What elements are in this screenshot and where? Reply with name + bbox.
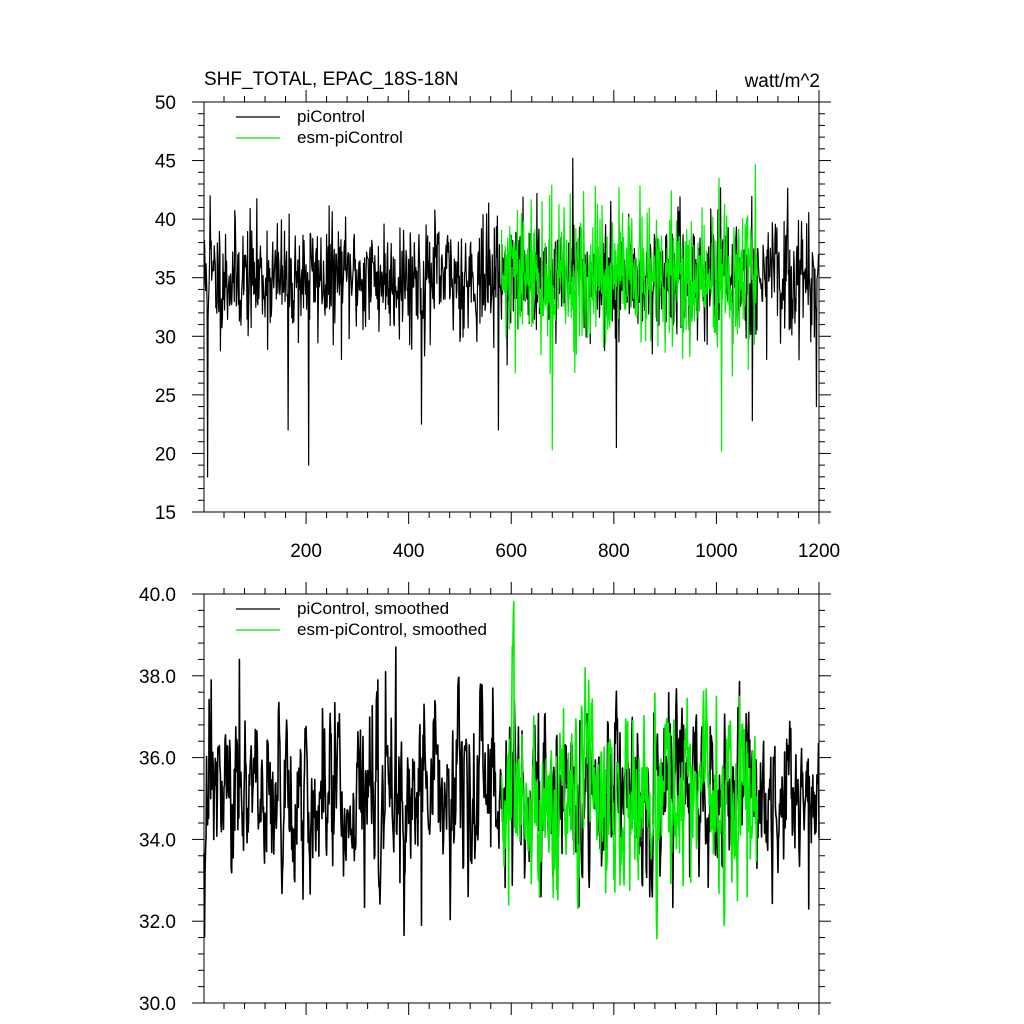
series-line-top-1 <box>500 164 759 452</box>
bottom-panel: 30.0 32.0 34.0 36.0 38.0 40.0 piControl, smoot… <box>139 582 831 1015</box>
y-tick-label: 34.0 <box>139 830 176 851</box>
y-tick-label: 20 <box>155 444 176 465</box>
x-tick-label: 1200 <box>798 541 840 562</box>
legend-entry: piControl <box>297 107 365 126</box>
x-tick-label: 800 <box>598 541 630 562</box>
y-tick-label: 40 <box>155 210 176 231</box>
y-tick-label: 45 <box>155 152 176 173</box>
y-tick-label: 32.0 <box>139 912 176 933</box>
y-tick-label: 35 <box>155 269 176 290</box>
legend-entry: esm-piControl, smoothed <box>297 620 487 639</box>
y-tick-label: 25 <box>155 386 176 407</box>
y-tick-label: 15 <box>155 503 176 524</box>
series-line-top-0 <box>203 157 820 478</box>
units-label: watt/m^2 <box>744 71 820 92</box>
y-tick-label: 40.0 <box>139 585 176 606</box>
chart-title: SHF_TOTAL, EPAC_18S-18N <box>204 69 459 90</box>
y-tick-label: 30 <box>155 327 176 348</box>
y-tick-label: 36.0 <box>139 749 176 770</box>
legend-entry: esm-piControl <box>297 128 403 147</box>
y-tick-label: 38.0 <box>139 667 176 688</box>
series-line-bottom-1 <box>500 600 759 940</box>
legend-entry: piControl, smoothed <box>297 599 449 618</box>
x-tick-label: 600 <box>495 541 527 562</box>
x-tick-label: 1000 <box>695 541 737 562</box>
y-tick-label: 50 <box>155 93 176 114</box>
plot-frame <box>203 101 820 513</box>
x-tick-label: 200 <box>290 541 322 562</box>
x-tick-label: 400 <box>393 541 425 562</box>
y-tick-label: 30.0 <box>139 994 176 1015</box>
top-panel: SHF_TOTAL, EPAC_18S-18N watt/m^2 200 400 6… <box>155 69 840 562</box>
